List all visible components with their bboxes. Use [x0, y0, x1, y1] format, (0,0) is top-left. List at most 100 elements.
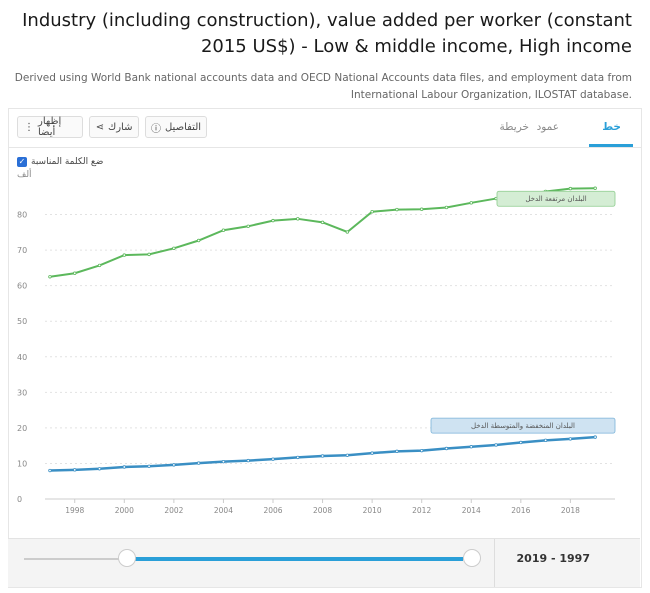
data-point [221, 459, 226, 464]
chart-card: خط عمود خريطة ⓘ التفاصيل ⋖ شارك ⋮ إظهار … [8, 108, 642, 588]
data-point [320, 220, 325, 225]
data-point [593, 186, 597, 190]
data-point [568, 186, 573, 191]
share-icon: ⋖ [95, 121, 104, 133]
chart-tabs: خط عمود خريطة ⓘ التفاصيل ⋖ شارك ⋮ إظهار … [9, 109, 641, 148]
range-start-handle[interactable] [118, 549, 136, 567]
data-point [296, 217, 300, 221]
x-tick-label: 2012 [412, 506, 431, 515]
data-point [494, 443, 498, 447]
data-point [122, 253, 127, 257]
active-tab-indicator [589, 144, 633, 147]
range-end-handle[interactable] [463, 549, 481, 567]
data-point [246, 458, 250, 463]
series-label-text: البلدان مرتفعة الدخل [525, 195, 586, 203]
data-point [97, 263, 102, 268]
data-point [48, 275, 52, 279]
page-subtitle: Derived using World Bank national accoun… [14, 72, 632, 101]
data-point [73, 468, 77, 472]
data-point [97, 467, 102, 471]
y-tick-label: 10 [17, 459, 27, 468]
series-labels: البلدان مرتفعة الدخل البلدان المنخفضة وال… [430, 190, 616, 434]
data-point [196, 238, 201, 243]
y-tick-label: 30 [17, 388, 27, 397]
more-icon: ⋮ [24, 121, 34, 133]
x-tick-label: 2006 [263, 506, 282, 515]
data-point [469, 445, 473, 449]
tab-line[interactable]: خط [602, 121, 621, 133]
data-point [444, 205, 449, 210]
x-axis: 1998 2000 2002 2004 2006 2008 2010 2012 2014 2016… [45, 498, 615, 515]
data-point [568, 437, 573, 441]
data-point [196, 461, 201, 465]
x-tick-label: 2002 [164, 506, 183, 515]
fit-option[interactable]: ✓ ضع الكلمة المناسبة [17, 157, 103, 167]
info-icon: ⓘ [150, 123, 161, 135]
data-point [345, 453, 350, 457]
data-point [345, 230, 350, 234]
data-point [246, 224, 250, 228]
range-bar: 2019 - 1997 [8, 538, 640, 587]
data-point [147, 252, 151, 257]
y-tick-label: 50 [17, 317, 27, 326]
data-point [370, 451, 374, 455]
share-button[interactable]: ⋖ شارك [89, 116, 139, 138]
y-tick-label: 0 [17, 495, 22, 504]
range-label: 2019 - 1997 [516, 552, 590, 565]
series-line-1 [49, 435, 596, 472]
x-tick-label: 2014 [462, 506, 481, 515]
data-point [147, 464, 151, 468]
data-point [122, 465, 127, 469]
y-tick-label: 80 [17, 211, 27, 220]
x-tick-label: 2000 [115, 506, 134, 515]
x-tick-label: 2004 [214, 506, 233, 515]
data-point [395, 207, 399, 212]
show-also-button-label: إظهار أيضا [38, 116, 62, 138]
x-tick-label: 2010 [363, 506, 382, 515]
data-point [419, 207, 424, 211]
details-button-label: التفاصيل [164, 121, 202, 133]
data-point [221, 228, 226, 232]
x-tick-label: 1998 [65, 506, 84, 515]
data-point [73, 271, 77, 275]
fit-option-label: ضع الكلمة المناسبة [31, 157, 104, 167]
series-label-box [430, 417, 616, 434]
data-point [172, 246, 176, 251]
y-tick-label: 70 [17, 246, 27, 255]
x-tick-label: 2018 [561, 506, 580, 515]
data-point [543, 438, 548, 443]
unit-label: ألف [17, 170, 32, 180]
data-point [320, 454, 325, 458]
series-label-1: البلدان المنخفضة والمتوسطة الدخل [430, 417, 616, 434]
data-point [172, 463, 176, 467]
show-also-button[interactable]: ⋮ إظهار أيضا [17, 116, 83, 138]
share-button-label: شارك [107, 121, 133, 133]
data-point [395, 449, 399, 454]
range-divider [494, 539, 495, 587]
page-title: Industry (including construction), value… [22, 10, 632, 57]
data-point [519, 440, 523, 445]
y-tick-label: 60 [17, 282, 27, 291]
data-point [271, 218, 275, 223]
fit-checkbox[interactable]: ✓ [17, 157, 27, 167]
line-chart: 0 10 20 30 40 50 60 70 80 1998 2000 2002 2004 2006 20… [17, 186, 616, 515]
series-label-0: البلدان مرتفعة الدخل [496, 190, 616, 207]
data-point [593, 435, 597, 439]
data-point [419, 448, 424, 453]
tab-bar[interactable]: عمود [536, 121, 559, 133]
data-point [271, 457, 275, 461]
y-tick-label: 40 [17, 353, 27, 362]
tab-map[interactable]: خريطة [499, 121, 529, 133]
details-button[interactable]: ⓘ التفاصيل [145, 116, 207, 138]
data-point [469, 201, 473, 205]
series-label-text: البلدان المنخفضة والمتوسطة الدخل [471, 422, 575, 430]
range-track-fill [127, 557, 463, 561]
y-axis: 0 10 20 30 40 50 60 70 80 [17, 211, 27, 504]
y-tick-label: 20 [17, 424, 27, 433]
series-label-box [496, 190, 616, 207]
x-tick-label: 2016 [511, 506, 530, 515]
data-point [444, 446, 449, 451]
data-point [48, 468, 52, 473]
data-point [296, 455, 300, 460]
data-point [370, 210, 374, 214]
